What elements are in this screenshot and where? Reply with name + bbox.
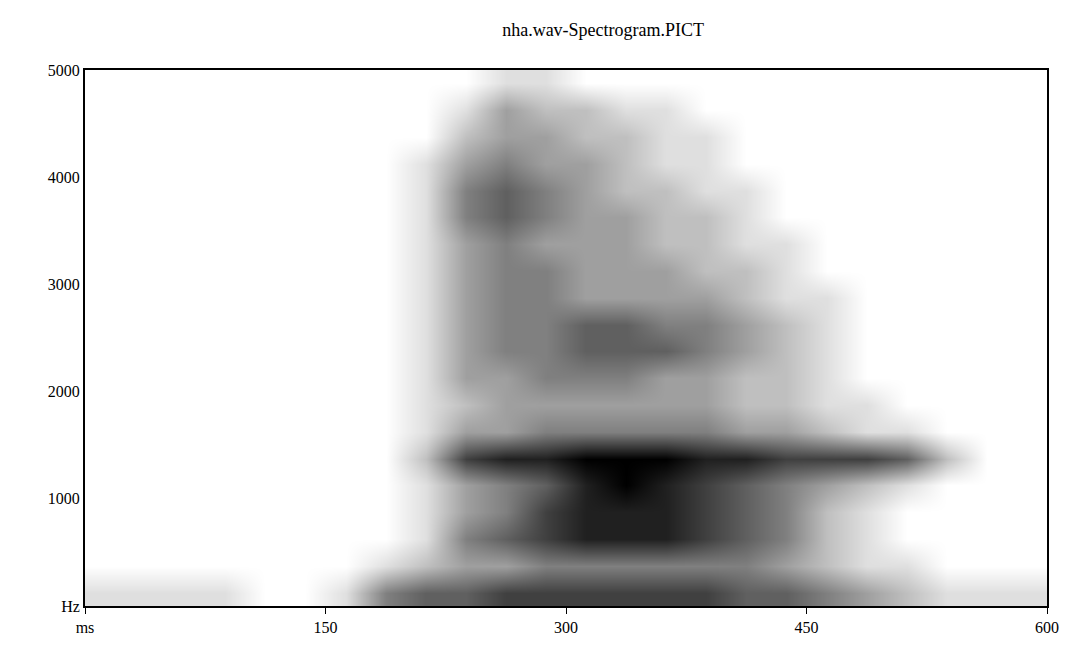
svg-text:450: 450 xyxy=(795,619,819,636)
svg-text:3000: 3000 xyxy=(48,276,80,293)
svg-text:2000: 2000 xyxy=(48,383,80,400)
svg-text:4000: 4000 xyxy=(48,169,80,186)
svg-text:nha.wav-Spectrogram.PICT: nha.wav-Spectrogram.PICT xyxy=(502,20,704,40)
svg-text:150: 150 xyxy=(314,619,338,636)
svg-text:Hz: Hz xyxy=(61,598,80,615)
svg-text:ms: ms xyxy=(76,619,95,636)
svg-text:600: 600 xyxy=(1035,619,1059,636)
svg-text:300: 300 xyxy=(554,619,578,636)
svg-text:5000: 5000 xyxy=(48,62,80,79)
svg-text:1000: 1000 xyxy=(48,490,80,507)
